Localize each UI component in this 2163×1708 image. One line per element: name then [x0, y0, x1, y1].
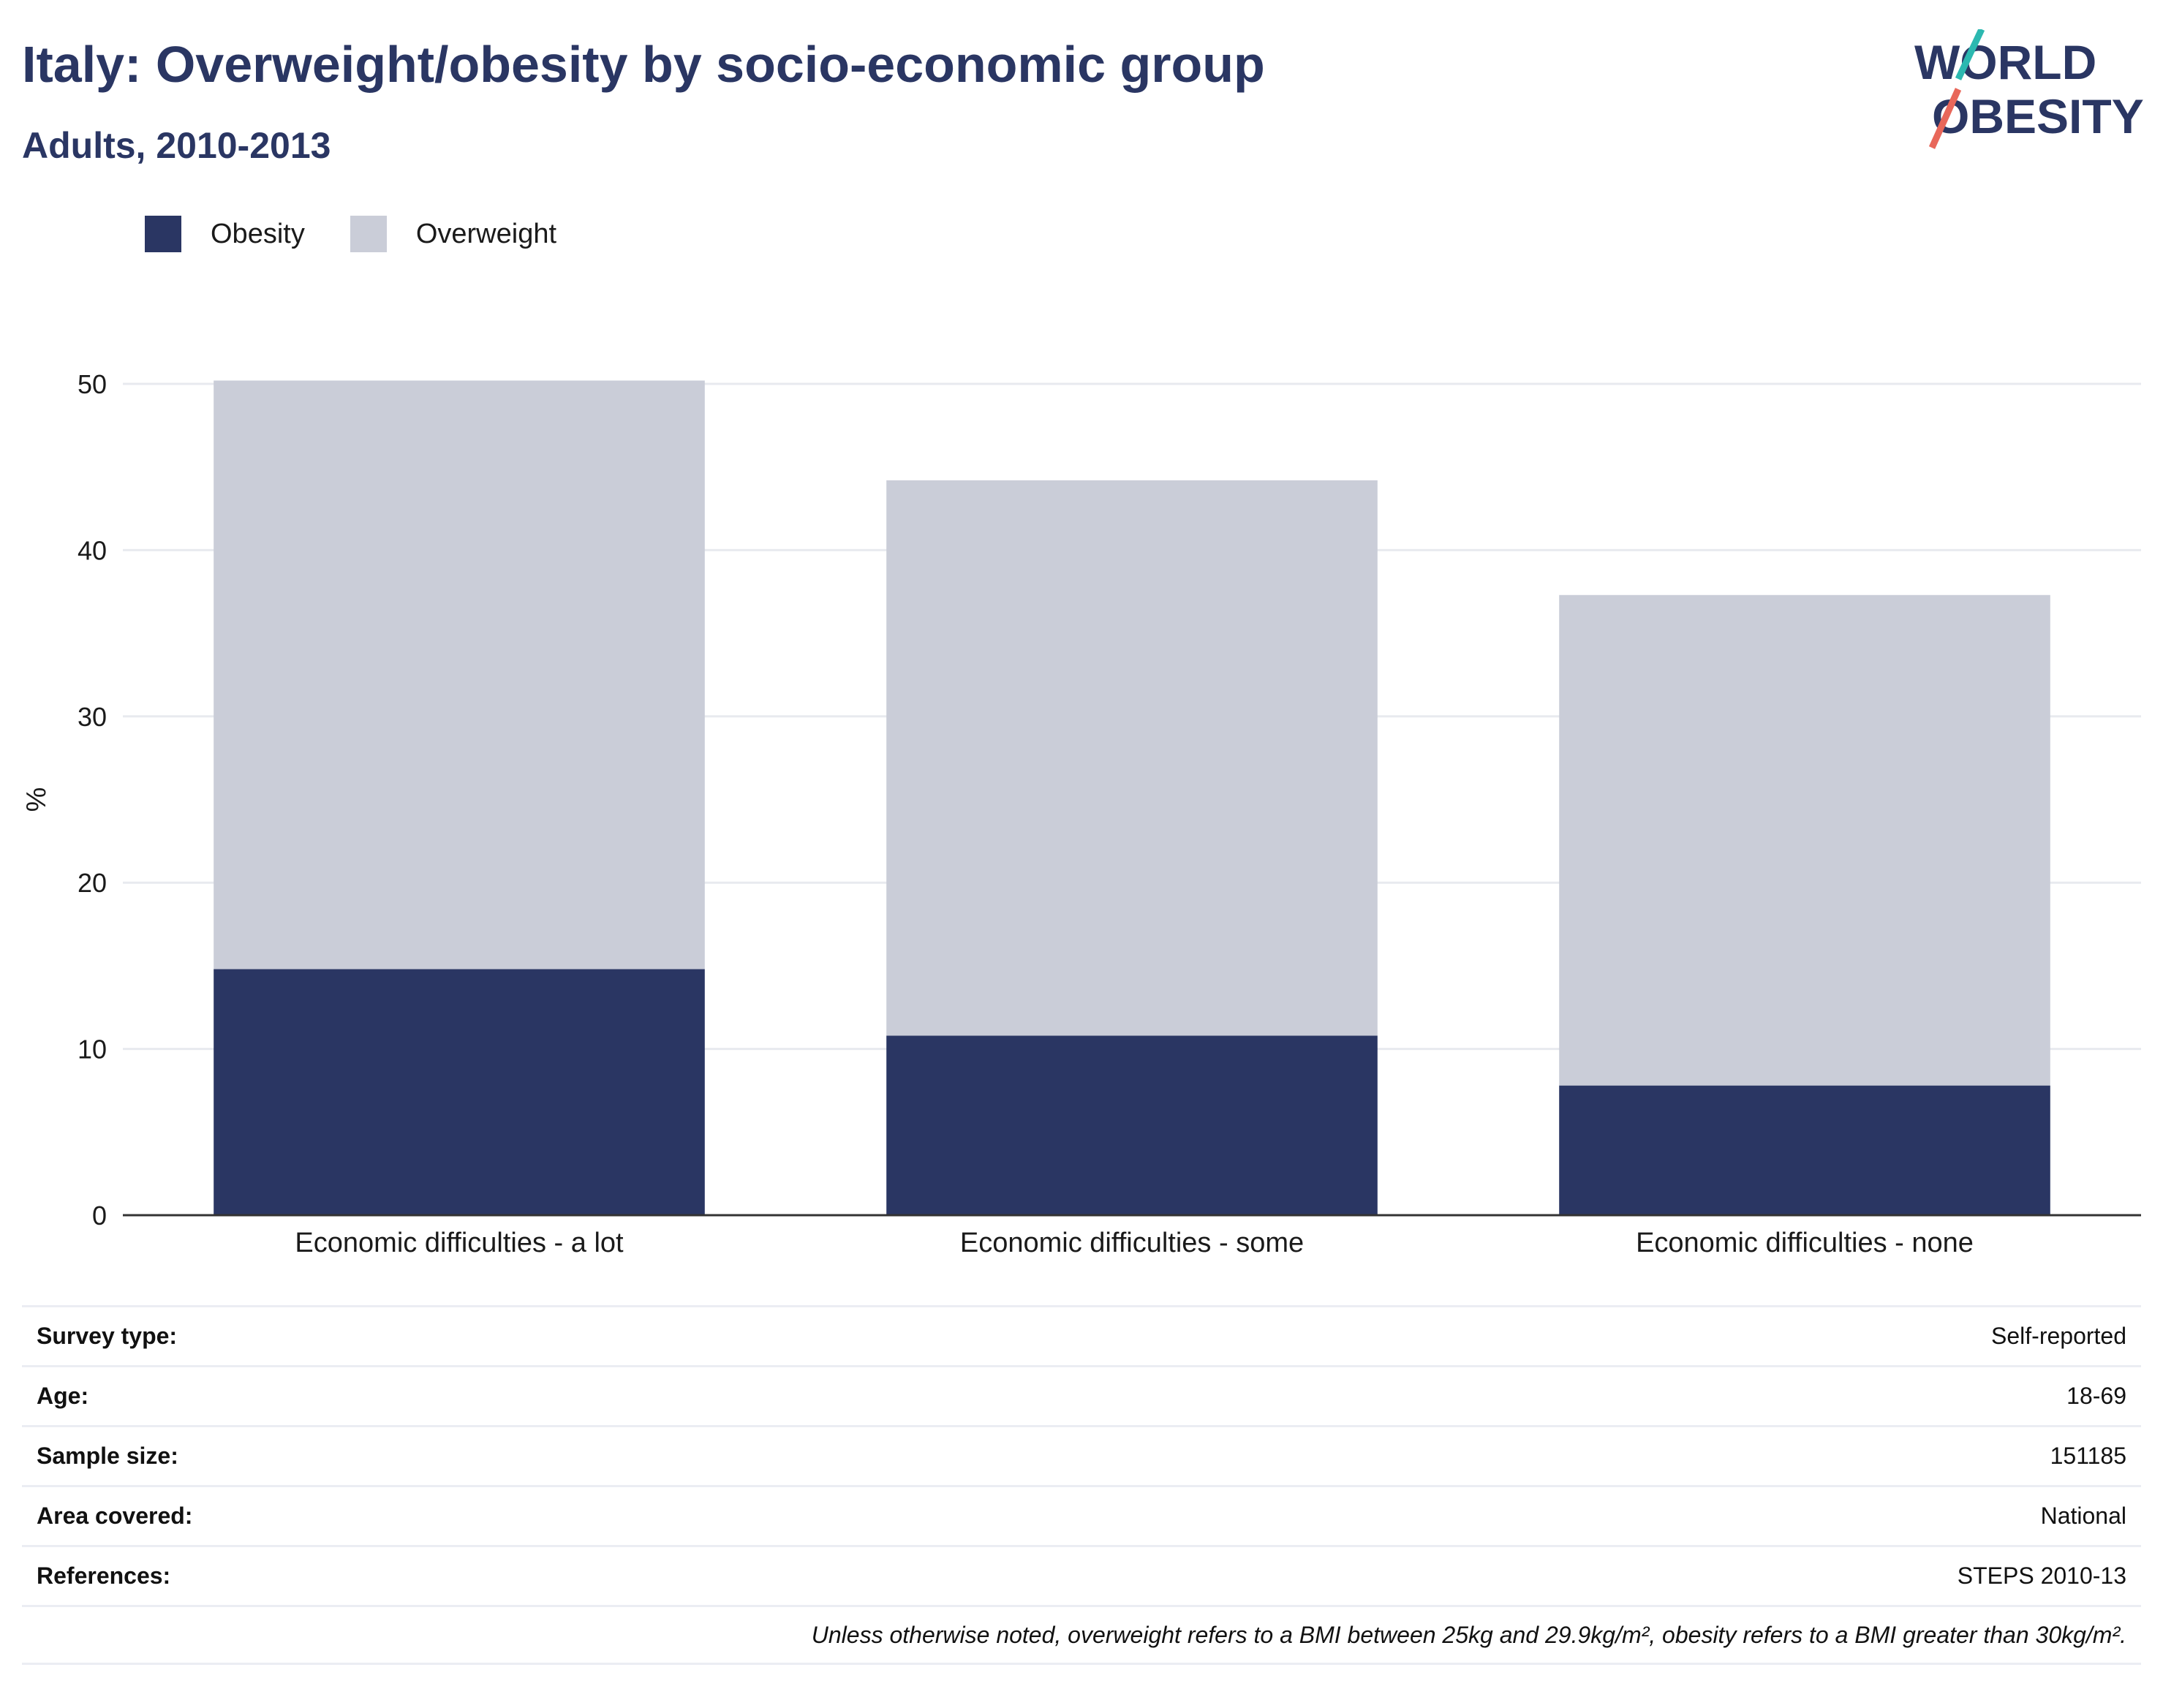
bar-overweight-1 [214, 380, 705, 970]
y-tick-label: 50 [78, 369, 107, 399]
logo-line2: OBESITY [1932, 89, 2144, 143]
logo-coral-slash [1928, 88, 1962, 149]
info-value: 18-69 [2066, 1383, 2126, 1409]
stacked-bar-chart: 0 10 20 30 40 50% Economic difficulties - a lo… [21, 369, 2141, 1258]
logo-teal-slash [1955, 29, 1985, 80]
survey-info-table: Survey type: Self-reported Age: 18-69 Sa… [22, 1305, 2141, 1665]
legend-label-obesity: Obesity [211, 218, 305, 249]
legend-label-overweight: Overweight [415, 218, 557, 249]
legend-item-obesity[interactable]: Obesity [145, 216, 305, 252]
info-row-references: References: STEPS 2010-13 [22, 1545, 2141, 1605]
info-row-age: Age: 18-69 [22, 1365, 2141, 1425]
info-row-survey-type: Survey type: Self-reported [22, 1305, 2141, 1365]
info-value: 151185 [2050, 1443, 2126, 1469]
y-tick-label: 30 [78, 702, 107, 732]
info-row-area-covered: Area covered: National [22, 1485, 2141, 1545]
bar-overweight-2 [886, 480, 1378, 1036]
chart-legend: Obesity Overweight [145, 216, 602, 252]
info-value: National [2040, 1503, 2126, 1529]
info-label: Area covered: [37, 1503, 193, 1529]
bar-overweight-3 [1559, 594, 2050, 1086]
x-tick-label: Economic difficulties - none [1636, 1228, 1974, 1258]
info-row-sample-size: Sample size: 151185 [22, 1425, 2141, 1485]
x-tick-label: Economic difficulties - a lot [295, 1228, 624, 1258]
legend-swatch-overweight [350, 216, 387, 252]
info-label: Sample size: [37, 1443, 178, 1469]
chart-subtitle: Adults, 2010-2013 [22, 125, 331, 166]
logo-line1: WORLD [1914, 35, 2096, 89]
info-value: Self-reported [1991, 1323, 2126, 1349]
bmi-definition-note: Unless otherwise noted, overweight refer… [22, 1605, 2141, 1665]
chart-title: Italy: Overweight/obesity by socio-econo… [22, 36, 1265, 93]
y-tick-label: 10 [78, 1035, 107, 1065]
y-tick-label: 40 [78, 535, 107, 565]
y-axis-label: % [21, 787, 52, 812]
info-value[interactable]: STEPS 2010-13 [1957, 1562, 2126, 1589]
legend-item-overweight[interactable]: Overweight [350, 216, 556, 252]
y-tick-label: 0 [92, 1201, 107, 1231]
info-label: References: [37, 1562, 171, 1589]
info-label: Age: [37, 1383, 89, 1409]
bar-obesity-1 [214, 969, 705, 1215]
x-tick-label: Economic difficulties - some [960, 1228, 1304, 1258]
info-label: Survey type: [37, 1323, 178, 1349]
y-tick-label: 20 [78, 868, 107, 898]
legend-swatch-obesity [145, 216, 181, 252]
world-obesity-logo: WORLD OBESITY [1914, 29, 2144, 149]
bar-obesity-3 [1559, 1085, 2050, 1215]
bar-obesity-2 [886, 1035, 1378, 1215]
